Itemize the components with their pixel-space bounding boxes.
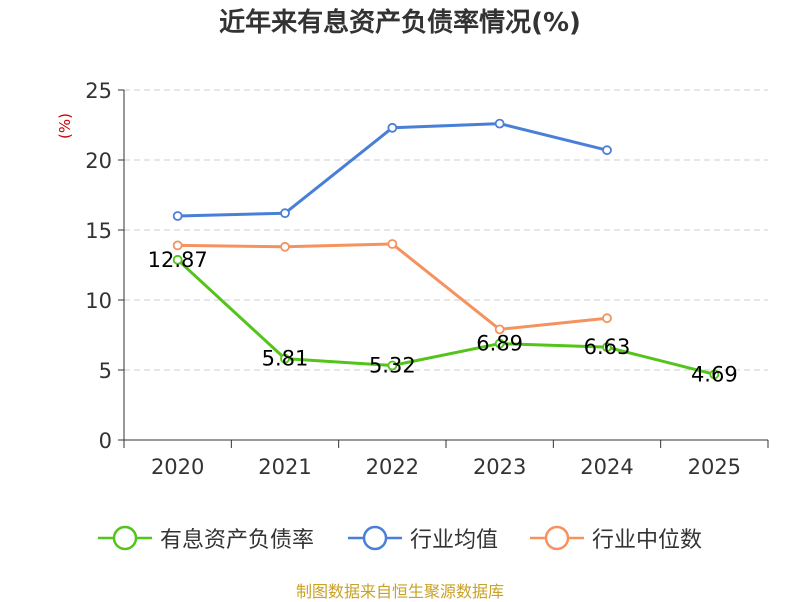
data-point (280, 241, 290, 252)
legend-label: 行业均值 (410, 528, 499, 553)
data-point (280, 353, 290, 364)
data-label: 5.32 (369, 354, 416, 378)
legend-swatch-icon (348, 525, 402, 551)
x-tick-label: 2021 (258, 455, 311, 479)
legend-label: 行业中位数 (592, 528, 703, 553)
x-tick-label: 2024 (580, 455, 633, 479)
legend-item[interactable]: 行业均值 (346, 518, 498, 558)
source-note: 制图数据来自恒生聚源数据库 (295, 582, 504, 601)
series (172, 118, 720, 380)
x-tick-label: 2020 (151, 455, 204, 479)
series-line (176, 258, 715, 376)
y-tick-label: 5 (99, 359, 112, 383)
data-point (602, 342, 612, 353)
data-label: 12.87 (148, 248, 208, 272)
data-point (494, 338, 505, 349)
legend-item[interactable]: 行业中位数 (528, 518, 702, 558)
y-tick-label: 10 (85, 289, 112, 313)
x-tick-label: 2023 (473, 455, 526, 479)
data-label: 6.89 (476, 332, 523, 356)
chart-title: 近年来有息资产负债率情况(%) (219, 8, 581, 38)
legend-item[interactable]: 有息资产负债率 (96, 518, 314, 558)
y-tick-label: 0 (99, 429, 112, 453)
data-point (602, 145, 612, 156)
x-tick-label: 2022 (366, 455, 419, 479)
data-point (494, 118, 505, 129)
data-point (602, 313, 612, 324)
legend-label: 有息资产负债率 (160, 528, 315, 553)
legend-swatch-icon (98, 525, 152, 551)
data-label: 6.63 (584, 335, 631, 359)
data-point (172, 211, 183, 221)
y-tick-label: 15 (85, 219, 112, 243)
data-label: 5.81 (262, 347, 309, 371)
legend: 有息资产负债率 行业均值 行业中位数 (0, 518, 800, 558)
data-point (494, 324, 505, 335)
data-point (172, 254, 183, 265)
data-point (172, 240, 183, 251)
data-point (387, 239, 398, 249)
series-line (177, 242, 608, 331)
data-label: 4.69 (691, 362, 738, 386)
data-point (709, 369, 720, 380)
y-axis-label: (%) (56, 113, 74, 139)
gridlines (124, 89, 768, 371)
x-tick-label: 2025 (688, 455, 741, 479)
y-tick-label: 20 (85, 149, 112, 173)
data-point (387, 360, 398, 371)
legend-swatch-icon (530, 525, 584, 551)
data-labels: 12.87 5.81 5.32 6.89 6.63 4.69 (148, 248, 738, 387)
y-tick-label: 25 (85, 79, 112, 103)
data-point (387, 122, 398, 133)
series-line (177, 122, 608, 218)
data-point (280, 208, 290, 219)
